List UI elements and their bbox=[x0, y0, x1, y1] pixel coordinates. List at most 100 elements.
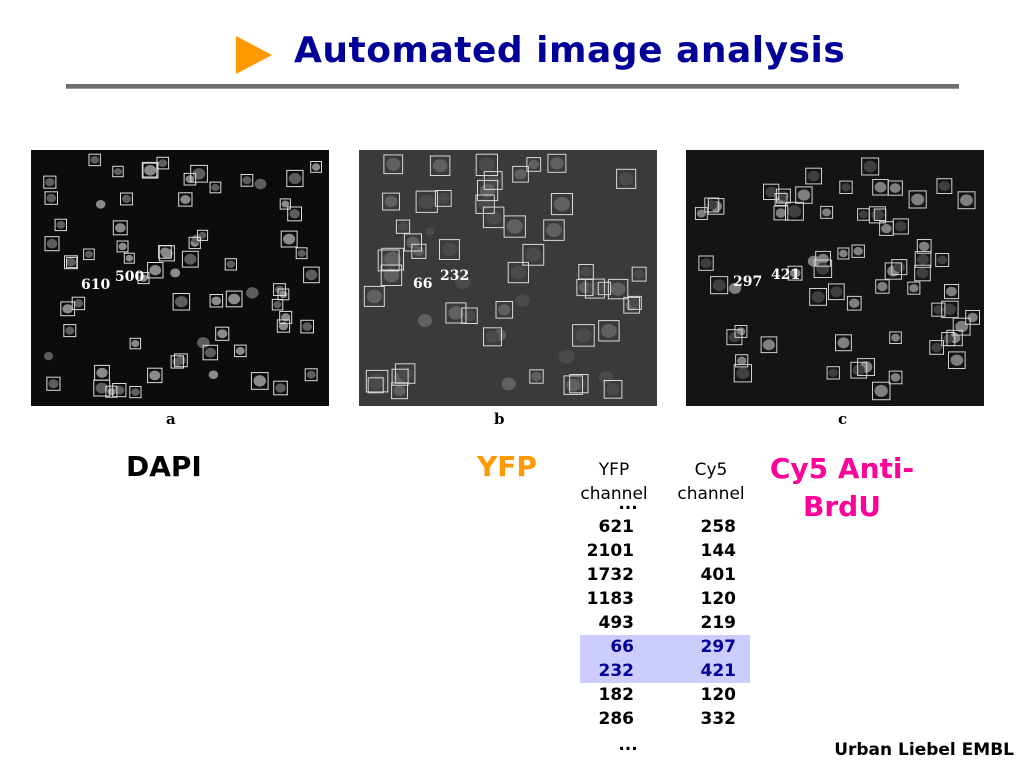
cell-annotation: 500 bbox=[115, 269, 144, 285]
detection-box bbox=[760, 336, 778, 354]
detection-box bbox=[941, 332, 956, 347]
cell-nucleus bbox=[931, 342, 942, 353]
dapi-label: DAPI bbox=[126, 450, 202, 483]
cell-nucleus bbox=[278, 321, 289, 331]
cell-nucleus bbox=[877, 281, 888, 292]
detection-box bbox=[835, 334, 852, 352]
detection-box bbox=[367, 377, 384, 394]
detection-box bbox=[129, 337, 142, 350]
panel-letter-b: b bbox=[494, 410, 505, 428]
detection-box bbox=[698, 255, 714, 271]
cell-nucleus bbox=[383, 268, 400, 283]
cell-nucleus bbox=[65, 326, 75, 335]
detection-box bbox=[178, 192, 193, 207]
cell-nucleus bbox=[66, 257, 76, 267]
cell-nucleus bbox=[175, 296, 188, 308]
cell-annotation: 232 bbox=[440, 268, 469, 284]
cell-nucleus bbox=[775, 208, 787, 218]
detection-box bbox=[477, 179, 499, 202]
cell-nucleus bbox=[114, 385, 125, 395]
detection-box bbox=[273, 283, 286, 296]
cell-nucleus bbox=[149, 370, 161, 381]
cell-nucleus bbox=[56, 221, 66, 229]
detection-box bbox=[44, 191, 58, 205]
cell-nucleus bbox=[90, 156, 99, 164]
detection-box bbox=[475, 153, 498, 176]
detection-box bbox=[526, 157, 542, 172]
detection-box bbox=[795, 186, 813, 204]
cell-nucleus bbox=[306, 370, 316, 379]
detection-box bbox=[735, 354, 749, 368]
detection-box bbox=[365, 369, 389, 393]
cell-nucleus bbox=[45, 178, 55, 187]
cell-nucleus bbox=[890, 373, 901, 382]
cell-nucleus bbox=[139, 274, 148, 282]
cell-nucleus bbox=[149, 265, 162, 276]
detection-box bbox=[734, 325, 748, 338]
cell-nucleus bbox=[384, 195, 398, 208]
detection-box bbox=[888, 370, 903, 385]
detection-box bbox=[482, 206, 505, 229]
detection-box bbox=[872, 381, 891, 401]
detection-box bbox=[584, 278, 605, 299]
detection-box bbox=[60, 301, 76, 317]
cell-nucleus bbox=[485, 210, 502, 225]
yfp-micrograph-svg: 66 232 bbox=[363, 153, 647, 400]
cell-nucleus bbox=[211, 296, 222, 306]
cell-nucleus bbox=[706, 200, 718, 210]
cell-nucleus bbox=[728, 282, 742, 294]
cell-nucleus bbox=[736, 367, 750, 380]
yfp-value: 2101 bbox=[586, 541, 634, 561]
detection-box bbox=[957, 191, 976, 210]
detection-box bbox=[914, 251, 932, 268]
detection-box bbox=[209, 294, 224, 308]
detection-box bbox=[120, 192, 133, 206]
table-row: 1732 401 bbox=[580, 563, 750, 587]
cell-nucleus bbox=[933, 305, 944, 315]
detection-box bbox=[891, 259, 908, 276]
cell-nucleus bbox=[228, 293, 241, 305]
cell-nucleus bbox=[874, 384, 888, 397]
cell-nucleus bbox=[859, 210, 868, 219]
detection-box bbox=[141, 161, 159, 179]
cell-nucleus bbox=[893, 262, 905, 273]
detection-box bbox=[234, 344, 247, 358]
cell-nucleus bbox=[514, 169, 527, 180]
cell-nucleus bbox=[737, 356, 747, 365]
detection-box bbox=[415, 190, 438, 213]
detection-box bbox=[112, 220, 128, 236]
cell-nucleus bbox=[598, 371, 613, 384]
cell-nucleus bbox=[610, 282, 626, 296]
detection-box bbox=[156, 156, 170, 170]
table-row: 232 421 bbox=[580, 659, 750, 683]
detection-box bbox=[828, 283, 845, 301]
cell-nucleus bbox=[943, 303, 956, 315]
footer-credit: Urban Liebel EMBL bbox=[834, 740, 1014, 760]
cell-nucleus bbox=[807, 170, 820, 182]
table-bottom-ellipsis: ... bbox=[618, 735, 638, 755]
detection-box bbox=[88, 153, 101, 167]
cell-nucleus bbox=[454, 274, 471, 289]
detection-box bbox=[215, 326, 230, 341]
detection-box bbox=[391, 382, 408, 400]
detection-box bbox=[627, 295, 642, 310]
dapi-micrograph-svg: 610 500 bbox=[43, 153, 323, 399]
cell-nucleus bbox=[601, 323, 617, 338]
table-top-ellipsis: ... bbox=[618, 494, 638, 514]
cell-nucleus bbox=[46, 193, 57, 203]
table-row: 2101 144 bbox=[580, 539, 750, 563]
cell-nucleus bbox=[918, 241, 930, 252]
cy5-label: Cy5 Anti-BrdU bbox=[769, 452, 915, 523]
cell-nucleus bbox=[789, 268, 801, 278]
detection-box bbox=[483, 327, 502, 347]
detection-box bbox=[395, 219, 411, 234]
detection-box bbox=[809, 288, 827, 306]
detection-box bbox=[805, 167, 823, 185]
detection-box bbox=[931, 302, 946, 317]
detection-box bbox=[273, 380, 288, 396]
detection-box bbox=[147, 262, 164, 279]
cell-nucleus bbox=[302, 322, 313, 331]
detection-box bbox=[861, 157, 880, 176]
cell-nucleus bbox=[115, 223, 126, 233]
cell-nucleus bbox=[398, 222, 409, 232]
